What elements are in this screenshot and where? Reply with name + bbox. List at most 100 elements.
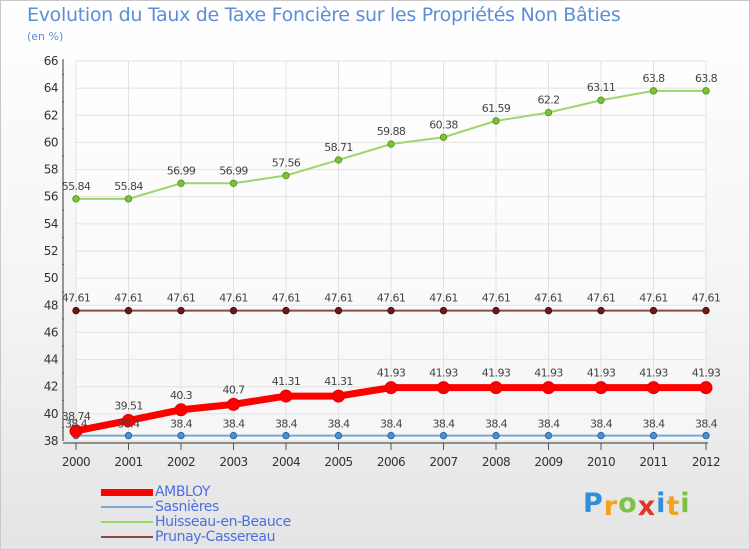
x-tick-label: 2012 [692,455,720,469]
logo-letter: i [680,488,691,519]
data-point [597,96,605,104]
data-label-layer: 55.84 55.84 56.99 56.99 57.56 58.71 59.88 60.38… [62,72,722,431]
y-tick-label: 46 [44,325,58,339]
x-tick-label: 2008 [482,455,510,469]
y-tick-label: 60 [44,135,58,149]
data-label: 47.61 [219,292,248,305]
data-point [177,306,185,315]
data-label: 61.59 [482,102,511,115]
data-point [227,397,240,411]
legend-label: AMBLOY [155,484,210,500]
data-point [387,140,395,148]
data-point [282,171,290,180]
data-point [699,381,713,395]
y-tick-label: 48 [44,298,58,312]
data-label: 41.31 [324,375,353,388]
legend-swatch [101,506,153,508]
series-layer [69,87,713,440]
chart-subtitle: (en %) [27,30,64,43]
data-label: 38.4 [275,418,298,431]
data-point [334,431,343,440]
data-point [544,108,553,117]
data-label: 47.61 [324,292,353,305]
data-label: 41.93 [429,367,458,380]
x-tick-label: 2010 [587,455,615,469]
data-point [387,431,395,440]
data-point [124,195,133,203]
data-label: 57.56 [272,157,301,170]
logo-letter: r [603,491,619,522]
data-label: 47.61 [587,292,616,305]
data-label: 38.4 [485,418,508,431]
y-tick-label: 58 [44,163,58,177]
data-label: 56.99 [167,164,196,177]
x-tick-label: 2000 [62,455,90,469]
data-label: 58.71 [324,141,353,154]
legend-swatch [101,536,153,538]
y-tick-label: 44 [44,353,58,367]
logo-letter: o [618,488,638,519]
data-point [649,306,658,315]
data-label: 38.4 [380,418,403,431]
data-label: 63.8 [695,72,718,85]
x-tick-label: 2007 [429,455,457,469]
data-label: 38.4 [590,418,613,431]
data-point [439,306,448,315]
data-point [282,306,290,315]
data-label: 38.4 [327,418,350,431]
x-tick-label: 2002 [167,455,195,469]
data-point [279,389,293,403]
data-label: 56.99 [219,164,248,177]
data-label: 41.93 [377,367,406,380]
data-label: 47.61 [377,292,406,305]
data-label: 41.93 [482,367,511,380]
data-point [702,306,710,315]
x-tick-label: 2006 [377,455,405,469]
data-point [702,87,710,95]
data-point [544,306,553,315]
data-label: 60.38 [429,118,458,131]
data-label: 55.84 [62,180,91,193]
data-label: 41.93 [587,367,616,380]
data-label: 38.4 [642,418,665,431]
x-tick-label: 2004 [272,455,300,469]
data-point [72,306,80,315]
y-tick-label: 50 [44,271,58,285]
y-tick-label: 54 [44,217,58,231]
legend-swatch [101,488,153,496]
data-point [597,431,605,440]
legend-swatch [101,521,153,523]
data-point [332,389,345,403]
data-label: 38.4 [65,418,88,431]
data-point [177,179,185,187]
logo-letter: t [666,491,681,522]
data-point [492,431,500,440]
logo-letter: i [656,488,667,519]
data-label: 59.88 [377,125,406,138]
data-point [439,431,448,440]
data-label: 39.51 [114,400,143,413]
data-label: 62.2 [537,94,559,107]
legend-label: Prunay-Cassereau [155,529,276,545]
data-point [334,306,343,315]
data-point [384,381,398,395]
data-point [597,306,605,315]
data-point [229,306,238,315]
x-tick-label: 2011 [639,455,667,469]
data-label: 41.31 [272,375,301,388]
data-point [492,306,500,315]
y-tick-label: 66 [44,54,58,68]
data-point [229,179,238,187]
data-label: 63.11 [587,81,616,94]
y-tick-label: 62 [44,108,58,122]
data-point [69,424,83,438]
logo-letter: P [583,488,604,519]
axis-layer: 38 40 42 44 46 48 50 52 54 56 58 60 62 64 66 2000 2001 20… [44,54,721,469]
data-point [649,431,658,440]
data-label: 38.4 [222,418,245,431]
y-tick-label: 40 [44,407,58,421]
data-label: 55.84 [114,180,143,193]
data-label: 47.61 [62,292,91,305]
